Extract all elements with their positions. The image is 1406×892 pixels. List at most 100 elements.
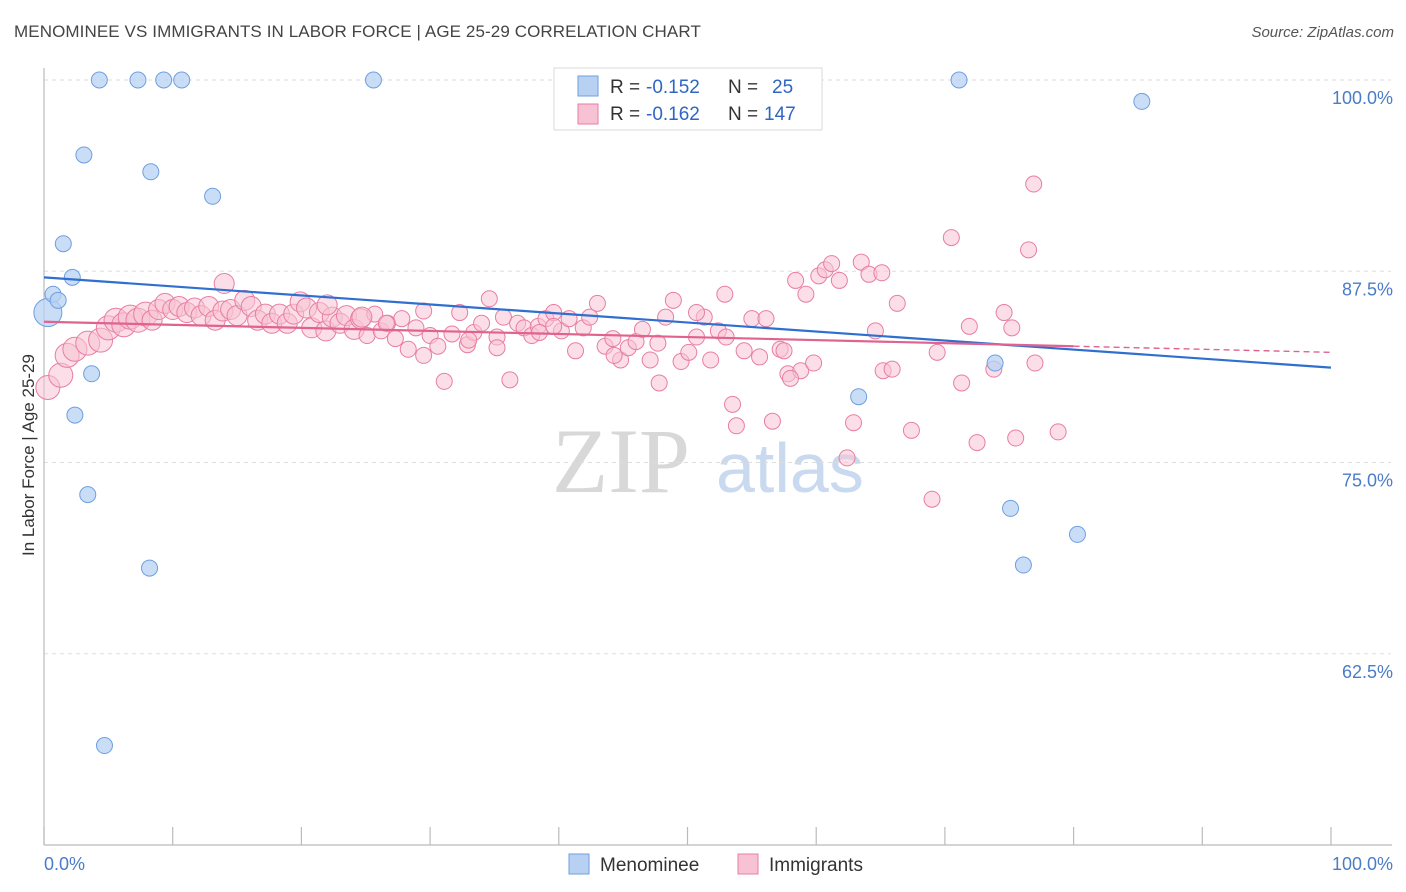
immigrants-point [838, 449, 856, 467]
immigrants-point [743, 310, 761, 328]
x-tick-label-min: 0.0% [44, 854, 85, 874]
immigrants-trend-extension [1073, 345, 1332, 354]
menominee-point [141, 559, 159, 577]
bottom-legend-swatch-menominee [568, 853, 590, 875]
immigrants-point [680, 343, 698, 361]
menominee-point [79, 486, 97, 504]
immigrants-point [429, 337, 447, 355]
watermark-atlas: atlas [716, 429, 864, 507]
y-axis-label: In Labor Force | Age 25-29 [19, 354, 38, 556]
menominee-point [142, 163, 160, 181]
immigrants-point [953, 374, 971, 392]
immigrants-point [633, 320, 651, 338]
immigrants-point [213, 272, 235, 294]
immigrants-point [688, 304, 706, 322]
immigrants-point [494, 308, 512, 326]
immigrants-point [605, 346, 623, 364]
menominee-point [1068, 525, 1086, 543]
menominee-point [54, 235, 72, 253]
immigrants-point [664, 291, 682, 309]
immigrants-point [393, 310, 411, 328]
immigrants-point [757, 310, 775, 328]
menominee-point [83, 365, 101, 383]
series-legend: Menominee Immigrants [568, 853, 863, 876]
immigrants-point [1049, 423, 1067, 441]
immigrants-point [873, 264, 891, 282]
menominee-point [49, 291, 67, 309]
menominee-point [1002, 499, 1020, 517]
immigrants-point [641, 351, 659, 369]
immigrants-point [460, 331, 478, 349]
immigrants-point [443, 325, 461, 343]
correlation-legend: R = -0.152 N = 25 R = -0.162 N = 147 [553, 67, 823, 131]
y-tick-label-2: 75.0% [1342, 471, 1393, 491]
immigrants-point [1025, 175, 1043, 193]
menominee-point [950, 71, 968, 89]
menominee-point [986, 354, 1004, 372]
immigrants-point [1007, 429, 1025, 447]
immigrants-point [435, 372, 453, 390]
immigrants-point [902, 421, 920, 439]
immigrants-point [567, 342, 585, 360]
immigrants-point [942, 229, 960, 247]
trend-lines [43, 276, 1332, 369]
legend-n-label-2: N = [728, 104, 758, 125]
menominee-point [75, 146, 93, 164]
legend-r-value-2: -0.162 [646, 104, 700, 125]
immigrants-point [316, 294, 338, 316]
legend-r-value-1: -0.152 [646, 77, 700, 98]
bottom-legend-immigrants: Immigrants [769, 855, 863, 876]
immigrants-point [415, 346, 433, 364]
menominee-point [1014, 556, 1032, 574]
immigrants-points [35, 175, 1067, 508]
y-tick-label-3: 62.5% [1342, 662, 1393, 682]
immigrants-point [1003, 319, 1021, 337]
immigrants-point [377, 314, 395, 332]
immigrants-point [480, 290, 498, 308]
immigrants-point [727, 417, 745, 435]
legend-n-label-1: N = [728, 77, 758, 98]
immigrants-point [657, 308, 675, 326]
immigrants-point [604, 330, 622, 348]
immigrants-point [852, 253, 870, 271]
immigrants-point [351, 306, 373, 328]
immigrants-point [787, 271, 805, 289]
x-tick-label-max: 100.0% [1332, 854, 1393, 874]
axes [43, 68, 1392, 846]
y-tick-label-1: 87.5% [1342, 279, 1393, 299]
source-label: Source: ZipAtlas.com [1251, 24, 1394, 41]
grid [44, 79, 1391, 655]
legend-swatch-immigrants [577, 103, 599, 125]
legend-r-label-2: R = [610, 104, 640, 125]
menominee-point [364, 71, 382, 89]
immigrants-point [488, 339, 506, 357]
immigrants-point [399, 340, 417, 358]
immigrants-point [702, 351, 720, 369]
watermark-zip: ZIP [552, 410, 690, 512]
chart-title: MENOMINEE VS IMMIGRANTS IN LABOR FORCE |… [14, 22, 701, 41]
immigrants-point [588, 294, 606, 312]
immigrants-point [830, 271, 848, 289]
menominee-point [850, 388, 868, 406]
menominee-point [66, 406, 84, 424]
immigrants-point [473, 314, 491, 332]
immigrants-point [501, 371, 519, 389]
immigrants-point [763, 412, 781, 430]
immigrants-point [716, 285, 734, 303]
legend-n-value-2: 147 [764, 104, 796, 125]
menominee-point [204, 187, 222, 205]
legend-n-value-1: 25 [772, 77, 793, 98]
immigrants-point [775, 342, 793, 360]
immigrants-point [386, 330, 404, 348]
immigrants-point [545, 317, 563, 335]
menominee-point [155, 71, 173, 89]
menominee-point [129, 71, 147, 89]
immigrants-point [928, 343, 946, 361]
immigrants-trend-line [43, 320, 1074, 348]
immigrants-point [968, 434, 986, 452]
immigrants-point [888, 294, 906, 312]
legend-r-label-1: R = [610, 77, 640, 98]
legend-swatch-menominee [577, 75, 599, 97]
y-tick-label-0: 100.0% [1332, 88, 1393, 108]
